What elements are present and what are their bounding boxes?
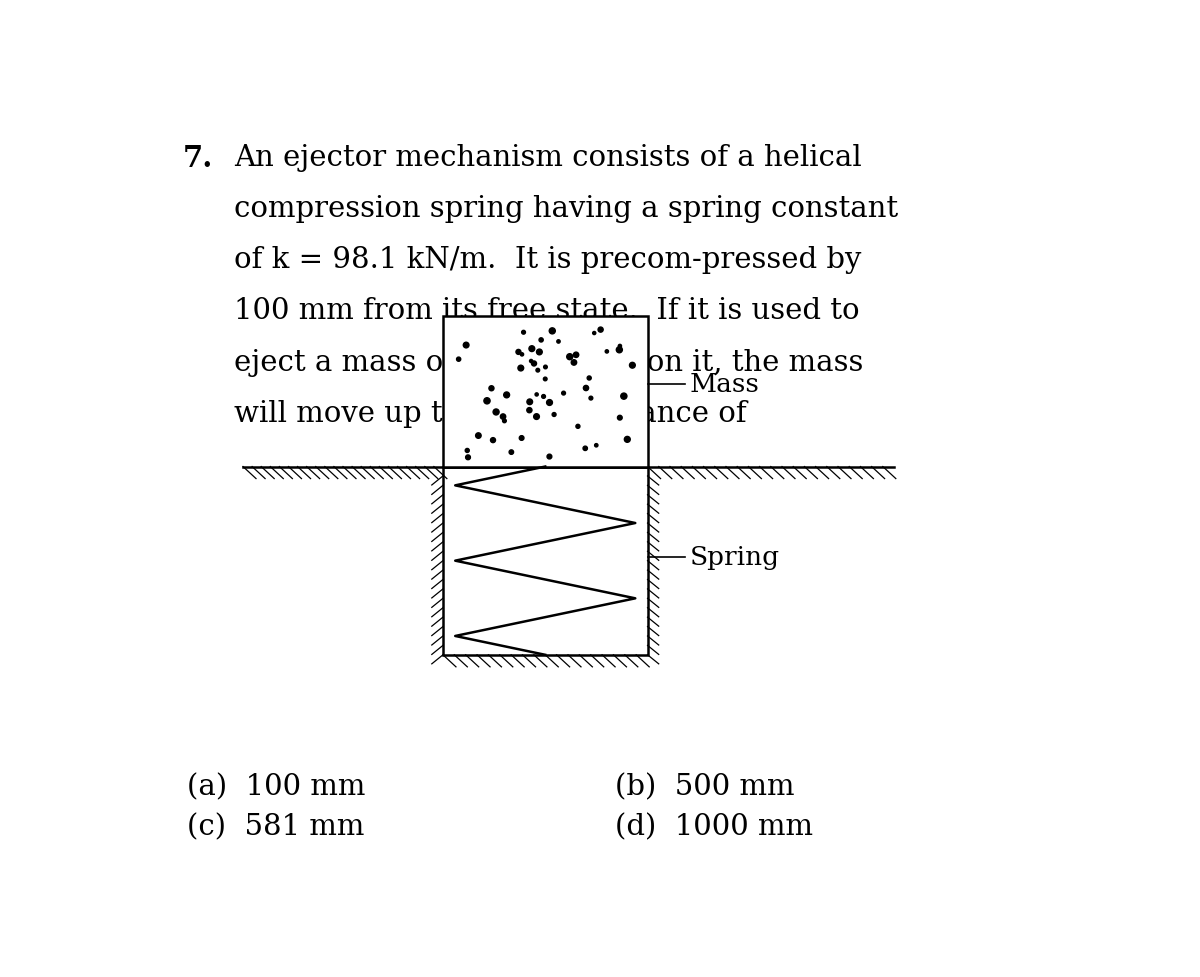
Bar	[443, 467, 648, 656]
Point	[449, 352, 468, 367]
Point	[524, 357, 544, 372]
Point	[623, 358, 642, 373]
Text: eject a mass of 100 kg held on it, the mass: eject a mass of 100 kg held on it, the m…	[234, 348, 863, 376]
Point	[611, 339, 630, 355]
Point	[540, 449, 559, 465]
Point	[545, 407, 564, 423]
Point	[564, 356, 583, 371]
Point	[527, 387, 546, 403]
Point	[469, 428, 488, 444]
Point	[566, 348, 586, 363]
Point	[548, 334, 568, 350]
Point	[592, 322, 611, 338]
Point	[576, 441, 595, 456]
Point	[486, 404, 505, 420]
Point	[528, 363, 547, 379]
Point	[580, 371, 599, 387]
Text: compression spring having a spring constant: compression spring having a spring const…	[234, 194, 898, 223]
Text: of k = 98.1 kN/m.  It is precom-pressed by: of k = 98.1 kN/m. It is precom-pressed b…	[234, 246, 862, 274]
Point	[610, 343, 629, 359]
Point	[512, 347, 532, 362]
Text: 7.: 7.	[182, 144, 212, 173]
Point	[522, 354, 541, 369]
Point	[581, 391, 600, 406]
Point	[576, 381, 595, 397]
Point	[484, 433, 503, 448]
Point	[456, 338, 475, 354]
Point	[618, 432, 637, 447]
Point	[522, 342, 541, 358]
Point	[611, 410, 630, 426]
Point	[598, 344, 617, 360]
Point	[520, 395, 539, 410]
Point	[514, 325, 533, 341]
Point	[458, 450, 478, 466]
Point	[560, 350, 580, 365]
Point	[457, 444, 476, 459]
Point	[532, 333, 551, 349]
Point	[511, 361, 530, 376]
Point	[478, 394, 497, 409]
Text: 100 mm from its free state.  If it is used to: 100 mm from its free state. If it is use…	[234, 297, 859, 325]
Text: Mass: Mass	[689, 372, 760, 397]
Point	[509, 345, 528, 361]
Point	[540, 396, 559, 411]
Point	[502, 445, 521, 460]
Point	[494, 413, 514, 429]
Point	[569, 419, 588, 435]
Text: (d)  1000 mm: (d) 1000 mm	[616, 813, 814, 841]
Point	[542, 323, 562, 339]
Text: (a)  100 mm: (a) 100 mm	[187, 773, 366, 800]
Point	[584, 326, 604, 342]
Point	[520, 403, 539, 418]
Point	[493, 409, 512, 425]
Point	[554, 386, 574, 402]
Point	[534, 389, 553, 404]
Text: Spring: Spring	[689, 545, 780, 570]
Point	[536, 360, 556, 375]
Point	[482, 381, 502, 397]
Point	[512, 431, 532, 446]
Point	[535, 372, 554, 388]
Bar	[443, 317, 648, 467]
Point	[527, 409, 546, 425]
Point	[529, 345, 548, 361]
Text: (c)  581 mm: (c) 581 mm	[187, 813, 365, 841]
Point	[614, 389, 634, 404]
Point	[587, 438, 606, 453]
Text: An ejector mechanism consists of a helical: An ejector mechanism consists of a helic…	[234, 144, 862, 172]
Text: will move up through a distance of: will move up through a distance of	[234, 400, 746, 427]
Point	[497, 388, 516, 404]
Text: (b)  500 mm: (b) 500 mm	[616, 773, 794, 800]
